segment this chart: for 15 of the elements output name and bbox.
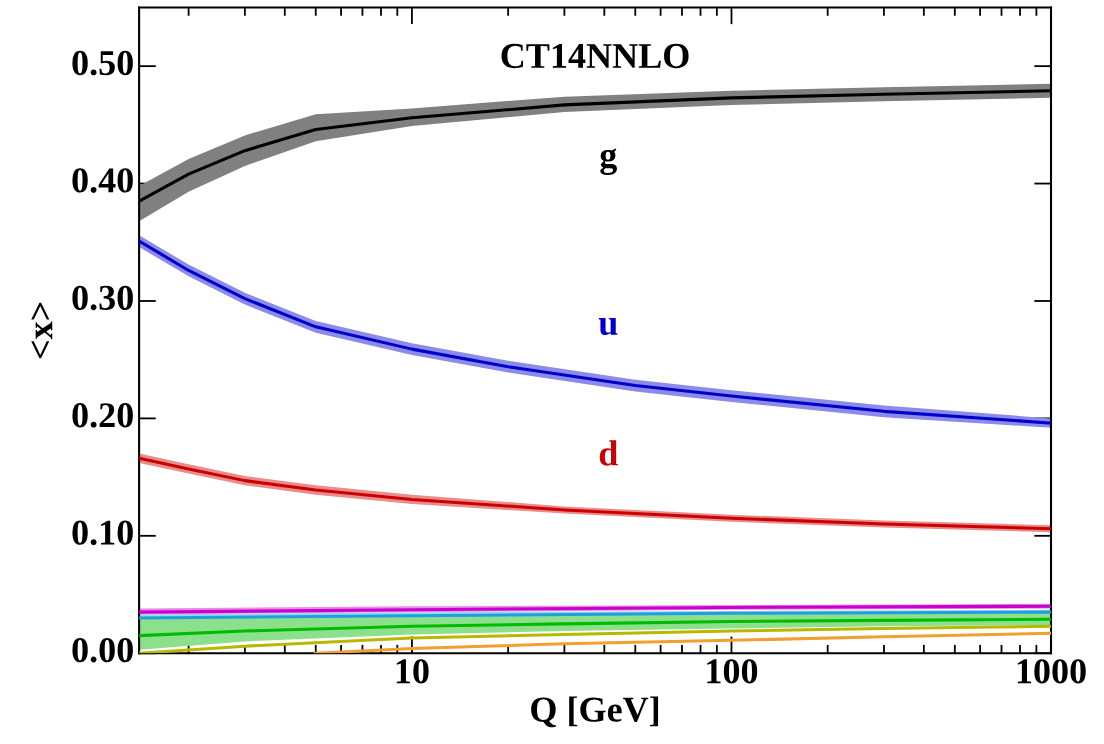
y-axis-title: <x> (31, 302, 53, 359)
series-label: d (599, 440, 618, 466)
text: CT14NNLO (501, 43, 689, 69)
x-axis-title: Q [GeV] (531, 696, 659, 728)
y-tick-label: 0.00 (72, 637, 133, 663)
x-tick-label: 1000 (1017, 659, 1086, 684)
y-tick-label: 0.20 (72, 403, 133, 428)
y-tick-label: 0.50 (72, 50, 133, 76)
x-tick-label: 100 (707, 659, 758, 684)
x-tick-label: 10 (396, 659, 429, 684)
y-tick-label: 0.40 (72, 168, 133, 193)
y-tick-label: 0.10 (72, 520, 133, 546)
series-label: g (600, 148, 617, 175)
series-label: u (598, 318, 618, 336)
y-tick-label: 0.30 (72, 285, 133, 311)
